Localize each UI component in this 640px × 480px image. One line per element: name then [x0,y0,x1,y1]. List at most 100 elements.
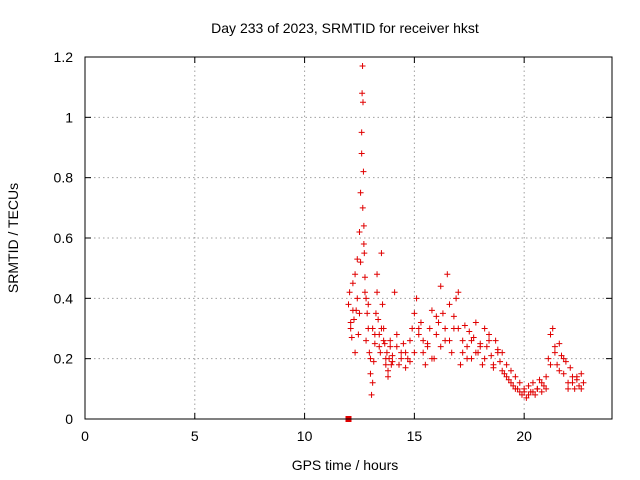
data-point [547,331,554,338]
x-tick-label: 10 [297,428,313,444]
data-point [573,373,580,380]
data-point [404,355,411,362]
data-point [578,370,585,377]
data-point [464,355,471,362]
y-tick-label: 1.2 [54,49,74,65]
data-point [433,313,440,320]
data-point [518,391,525,398]
data-point [356,228,363,235]
x-tick-label: 0 [81,428,89,444]
data-point [357,189,364,196]
y-axis-label: SRMTID / TECUs [5,183,21,293]
data-point [580,379,587,386]
data-point [494,349,501,356]
data-point [433,331,440,338]
data-point [366,349,373,356]
data-point [534,385,541,392]
data-point [388,361,395,368]
data-point [361,250,368,257]
data-point [525,391,532,398]
data-point [486,331,493,338]
axis-ticks [84,56,612,420]
data-point [437,283,444,290]
data-point [512,385,519,392]
data-point [358,150,365,157]
y-tick-label: 0.4 [54,290,74,306]
data-point [455,289,462,296]
data-point [378,325,385,332]
data-point [393,331,400,338]
data-point [560,355,567,362]
data-point [382,361,389,368]
data-point [569,379,576,386]
data-point [472,319,479,326]
data-point [357,259,364,266]
data-point [556,340,563,347]
data-point [360,241,367,248]
data-point [567,364,574,371]
data-point [389,358,396,365]
data-points [345,63,587,422]
data-point [571,385,578,392]
data-point [448,349,455,356]
data-point [379,301,386,308]
data-point [360,222,367,229]
data-point [364,310,371,317]
data-point [488,352,495,359]
y-tick-label: 0.6 [54,230,74,246]
data-point [375,316,382,323]
data-point [393,343,400,350]
data-point [529,388,536,395]
data-point [477,343,484,350]
data-point [426,325,433,332]
data-point [359,90,366,97]
data-point [562,358,569,365]
data-point [565,385,572,392]
plot-frame [84,56,613,420]
data-point [358,129,365,136]
data-point [400,340,407,347]
data-point [422,361,429,368]
data-point [499,367,506,374]
data-point [532,391,539,398]
data-point [356,310,363,317]
data-point [352,349,359,356]
x-tick-label: 5 [191,428,199,444]
data-point [361,274,368,281]
data-point [512,373,519,380]
data-point [510,382,517,389]
data-point [359,204,366,211]
data-point [406,358,413,365]
y-tick-label: 0 [65,411,73,427]
data-point [398,355,405,362]
data-point [538,388,545,395]
data-point [543,373,550,380]
data-point [507,367,514,374]
data-point [556,367,563,374]
data-point [461,322,468,329]
data-point [558,352,565,359]
data-point [359,99,366,106]
data-point [516,379,523,386]
data-point [521,388,528,395]
data-point [523,394,530,401]
data-point [450,313,457,320]
data-point [368,391,375,398]
data-point [411,349,418,356]
y-tick-label: 0.8 [54,170,74,186]
data-point [406,337,413,344]
data-point [417,319,424,326]
data-point [486,337,493,344]
data-point [349,280,356,287]
data-point [481,325,488,332]
data-point [442,325,449,332]
x-tick-labels: 0 5 10 15 20 [81,428,532,444]
data-point [352,271,359,278]
data-point [367,355,374,362]
data-point [369,325,376,332]
data-point [446,301,453,308]
data-point [424,343,431,350]
data-point [483,343,490,350]
data-point [547,361,554,368]
data-point [376,343,383,350]
